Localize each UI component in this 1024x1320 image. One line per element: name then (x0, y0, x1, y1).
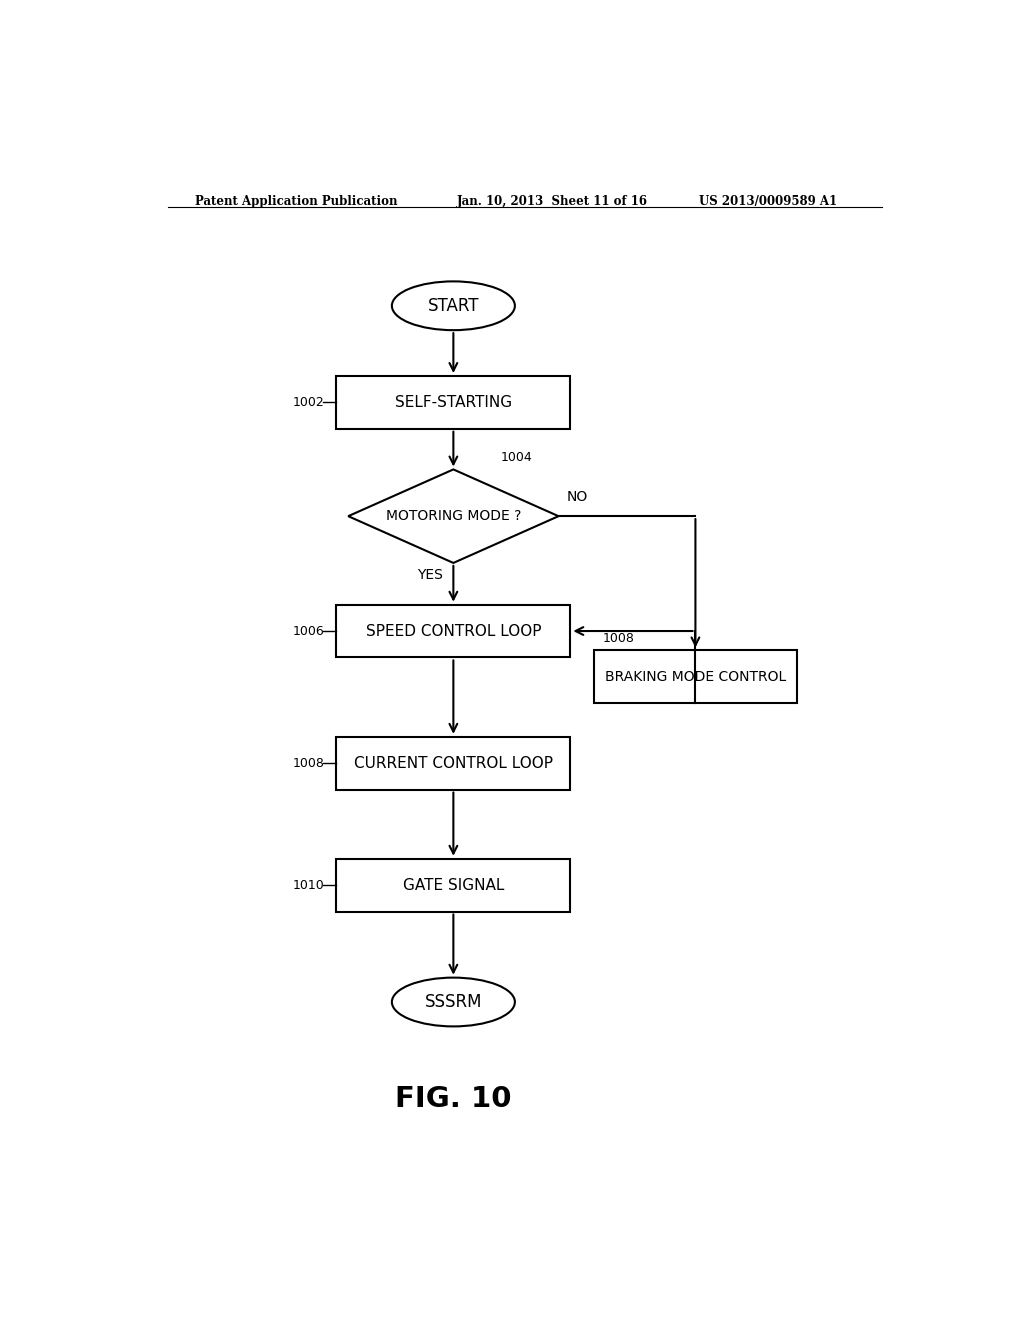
Text: MOTORING MODE ?: MOTORING MODE ? (386, 510, 521, 523)
Text: NO: NO (566, 490, 588, 504)
Text: Jan. 10, 2013  Sheet 11 of 16: Jan. 10, 2013 Sheet 11 of 16 (458, 195, 648, 209)
Text: 1010: 1010 (293, 879, 325, 891)
Bar (594, 651, 797, 704)
Text: SSSRM: SSSRM (425, 993, 482, 1011)
Text: BRAKING MODE CONTROL: BRAKING MODE CONTROL (605, 669, 786, 684)
Bar (336, 859, 570, 912)
Text: 1008: 1008 (602, 632, 634, 645)
Text: SELF-STARTING: SELF-STARTING (395, 395, 512, 409)
Text: Patent Application Publication: Patent Application Publication (196, 195, 398, 209)
Text: GATE SIGNAL: GATE SIGNAL (402, 878, 504, 892)
Text: FIG. 10: FIG. 10 (395, 1085, 512, 1113)
Bar (336, 376, 570, 429)
Text: 1002: 1002 (293, 396, 325, 409)
Text: 1006: 1006 (293, 624, 325, 638)
Text: 1004: 1004 (501, 451, 532, 465)
Text: US 2013/0009589 A1: US 2013/0009589 A1 (699, 195, 838, 209)
Bar (336, 737, 570, 789)
Text: CURRENT CONTROL LOOP: CURRENT CONTROL LOOP (354, 755, 553, 771)
Text: SPEED CONTROL LOOP: SPEED CONTROL LOOP (366, 623, 541, 639)
Text: 1008: 1008 (293, 756, 325, 770)
Bar (336, 605, 570, 657)
Text: YES: YES (417, 568, 442, 582)
Text: START: START (428, 297, 479, 314)
